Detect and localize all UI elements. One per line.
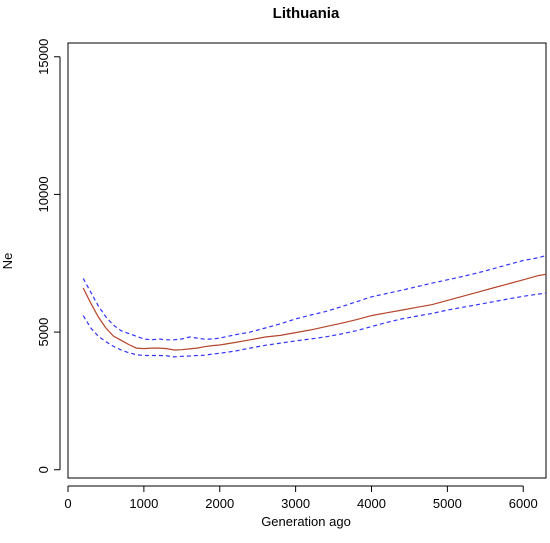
x-tick-label: 4000: [357, 496, 386, 511]
plot-frame: [67, 42, 547, 479]
series-layer: [82, 254, 546, 358]
y-tick-label: 5000: [36, 318, 51, 347]
x-axis-title: Generation ago: [261, 514, 351, 529]
chart-title: Lithuania: [273, 5, 340, 22]
x-tick-label: 2000: [205, 496, 234, 511]
x-tick-label: 0: [64, 496, 71, 511]
x-tick-label: 3000: [281, 496, 310, 511]
x-tick-label: 1000: [129, 496, 158, 511]
series-line-estimate: [82, 273, 546, 351]
y-axis: 0 5000 10000 15000: [36, 39, 61, 473]
series-group: [82, 254, 546, 358]
y-tick-label: 0: [36, 466, 51, 473]
x-tick-label: 5000: [433, 496, 462, 511]
y-axis-title: Ne: [0, 253, 15, 270]
series-line-upper: [82, 254, 546, 341]
series-line-lower: [82, 292, 546, 358]
x-tick-label: 6000: [509, 496, 538, 511]
x-axis: 0 1000 2000 3000 4000 5000 6000: [64, 485, 538, 511]
plot-area: [67, 42, 547, 479]
y-tick-label: 15000: [36, 39, 51, 75]
y-tick-label: 10000: [36, 176, 51, 212]
